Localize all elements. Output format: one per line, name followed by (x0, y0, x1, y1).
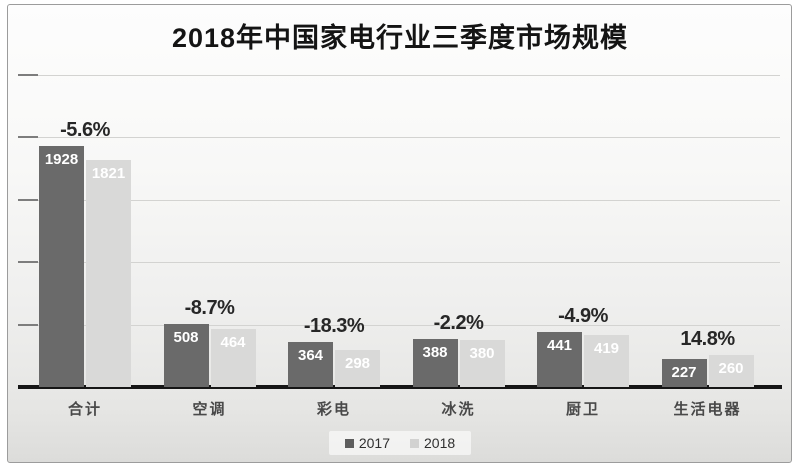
axis-tick (18, 198, 38, 201)
bar-group-4: 388 380 -2.2% 冰洗 (412, 75, 505, 418)
category-label: 冰洗 (441, 401, 476, 418)
change-percent-label: 14.8% (680, 327, 735, 350)
axis-tick (18, 323, 38, 326)
change-percent-label: -2.2% (433, 311, 484, 334)
bar-2018: 1821 (86, 159, 131, 387)
bar-2017: 1928 (39, 146, 84, 387)
bar-pair: 388 380 (412, 75, 505, 387)
change-percent-label: -4.9% (558, 304, 608, 327)
bar-2017: 388 (412, 338, 458, 387)
value-label-2018: 298 (344, 354, 371, 372)
bar-2017: 508 (163, 323, 209, 387)
axis-tick (18, 136, 38, 139)
change-percent-label: -5.6% (60, 119, 110, 142)
bar-pair: 364 298 (288, 75, 380, 387)
axis-tick (18, 261, 38, 264)
gridline-500 (18, 323, 780, 326)
gridline-1500 (18, 198, 780, 201)
bar-2017: 227 (661, 358, 707, 387)
value-label-2017: 508 (173, 328, 199, 346)
bar-pair: 508 464 (163, 75, 256, 387)
legend-label-2017: 2017 (358, 435, 390, 451)
chart-title: 2018年中国家电行业三季度市场规模 (171, 23, 629, 53)
gridline-1000 (18, 261, 780, 264)
value-label-2018: 464 (220, 334, 246, 352)
value-label-2017: 364 (297, 346, 324, 364)
bar-2018: 260 (708, 354, 754, 387)
bar-2017: 364 (288, 341, 333, 387)
bar-2018: 419 (584, 334, 629, 387)
legend-item-2017: 2017 (344, 435, 390, 451)
value-label-2018: 1821 (91, 164, 126, 182)
bar-2018: 298 (335, 349, 380, 387)
bar-group-5: 441 419 -4.9% 厨卫 (537, 75, 629, 418)
axis-tick (18, 74, 38, 76)
plot-area: 1928 1821 -5.6% 合计 508 464 -8.7% 空调 364 298 -18.3%… (18, 74, 782, 418)
legend-label-2018: 2018 (424, 435, 456, 451)
value-label-2018: 260 (718, 359, 744, 377)
bar-pair: 1928 1821 (39, 75, 131, 387)
legend: 2017 2018 (0, 431, 800, 455)
bar-pair: 227 260 (661, 75, 754, 387)
legend-swatch-2018 (410, 438, 419, 448)
category-label: 合计 (67, 401, 102, 418)
bar-group-1: 1928 1821 -5.6% 合计 (39, 75, 131, 418)
x-axis-line (18, 385, 782, 389)
category-label: 空调 (192, 401, 227, 418)
value-label-2018: 380 (469, 344, 495, 362)
category-label: 生活电器 (673, 401, 742, 418)
bar-2017: 441 (537, 331, 582, 387)
category-label: 厨卫 (565, 401, 600, 418)
bar-2018: 380 (459, 339, 505, 387)
change-percent-label: -18.3% (303, 314, 365, 337)
legend-item-2018: 2018 (410, 435, 455, 451)
bar-group-3: 364 298 -18.3% 彩电 (288, 75, 380, 418)
bar-2018: 464 (210, 329, 256, 387)
bar-group-6: 227 260 14.8% 生活电器 (661, 75, 754, 418)
change-percent-label: -8.7% (184, 296, 235, 319)
bar-pair: 441 419 (537, 75, 629, 387)
gridline-2000 (18, 136, 780, 139)
value-label-2017: 441 (546, 336, 573, 354)
value-label-2017: 388 (422, 343, 448, 361)
value-label-2018: 419 (593, 339, 620, 357)
legend-box: 2017 2018 (328, 431, 472, 455)
value-label-2017: 1928 (44, 151, 79, 169)
category-label: 彩电 (316, 401, 351, 418)
bar-group-2: 508 464 -8.7% 空调 (163, 75, 256, 418)
gridline-2500 (18, 74, 780, 76)
value-label-2017: 227 (671, 363, 697, 381)
legend-swatch-2017 (344, 438, 354, 448)
